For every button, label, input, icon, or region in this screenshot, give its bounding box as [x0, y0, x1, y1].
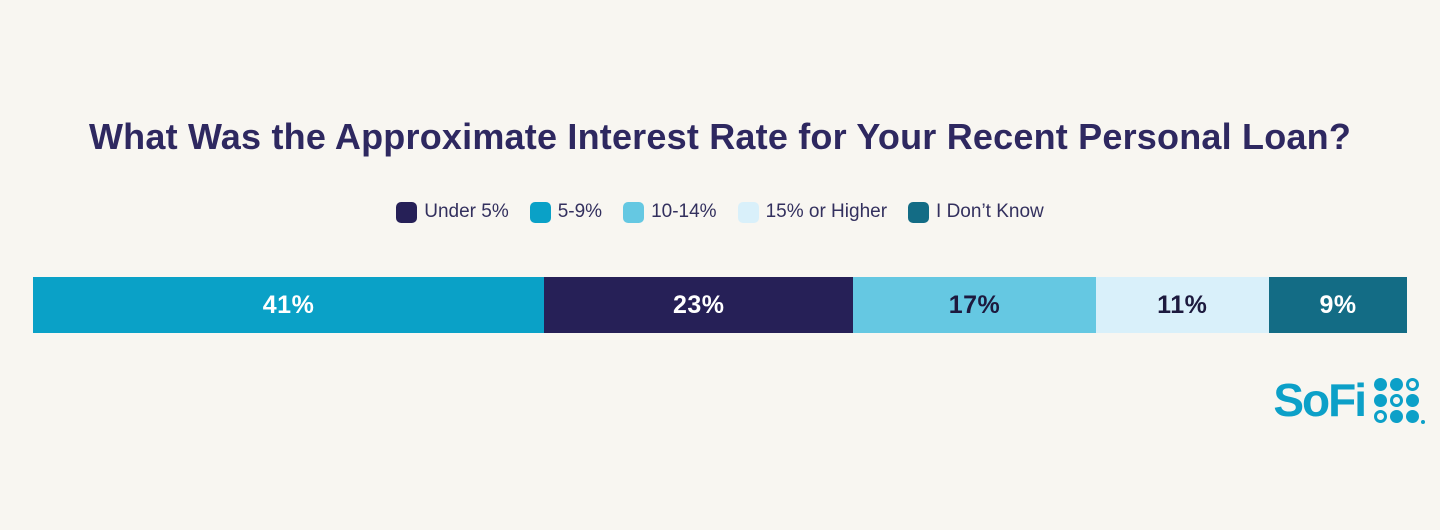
logo-dot [1390, 393, 1403, 407]
logo-dot [1374, 409, 1387, 423]
legend-swatch-icon [623, 201, 645, 223]
logo-dot [1406, 377, 1419, 391]
bar-segment: 9% [1269, 277, 1408, 333]
trademark-dot [1421, 419, 1425, 424]
bar-segment: 11% [1095, 277, 1269, 333]
legend-label: 10-14% [651, 201, 717, 222]
legend-item: I Don’t Know [908, 201, 1044, 223]
logo-dot [1390, 377, 1403, 391]
bar-segment-value: 9% [1319, 290, 1357, 319]
legend-label: 5-9% [557, 201, 603, 222]
bar-segment: 23% [544, 277, 854, 333]
legend-item: Under 5% [396, 201, 509, 223]
logo-dot [1374, 377, 1387, 391]
legend-swatch-icon [908, 201, 930, 223]
bar-segment-value: 17% [948, 290, 1001, 319]
legend-label: I Don’t Know [936, 201, 1044, 222]
bar-segment-value: 11% [1157, 290, 1208, 319]
chart-title: What Was the Approximate Interest Rate f… [88, 116, 1352, 157]
bar-segment: 41% [33, 277, 545, 333]
logo-dot [1406, 409, 1419, 423]
logo-dot [1374, 393, 1387, 407]
legend-swatch-icon [396, 201, 418, 223]
sofi-dots-grid-icon [1374, 377, 1425, 424]
sofi-wordmark: SoFi [1273, 374, 1367, 426]
stacked-bar: 41% 23% 17% 11% 9% [33, 277, 1408, 333]
legend-label: Under 5% [424, 201, 509, 222]
legend-swatch-icon [529, 201, 551, 223]
legend-label: 15% or Higher [765, 201, 888, 222]
legend-item: 5-9% [529, 201, 603, 223]
bar-segment-value: 41% [262, 290, 315, 319]
bar-segment: 17% [853, 277, 1096, 333]
sofi-logo: SoFi [1273, 374, 1425, 426]
legend: Under 5% 5-9% 10-14% 15% or Higher I Don’t K… [0, 201, 1440, 223]
logo-dot [1406, 393, 1419, 407]
bar-segment-value: 23% [672, 290, 725, 319]
legend-item: 10-14% [623, 201, 717, 223]
legend-swatch-icon [737, 201, 759, 223]
logo-dot [1390, 409, 1403, 423]
legend-item: 15% or Higher [737, 201, 888, 223]
